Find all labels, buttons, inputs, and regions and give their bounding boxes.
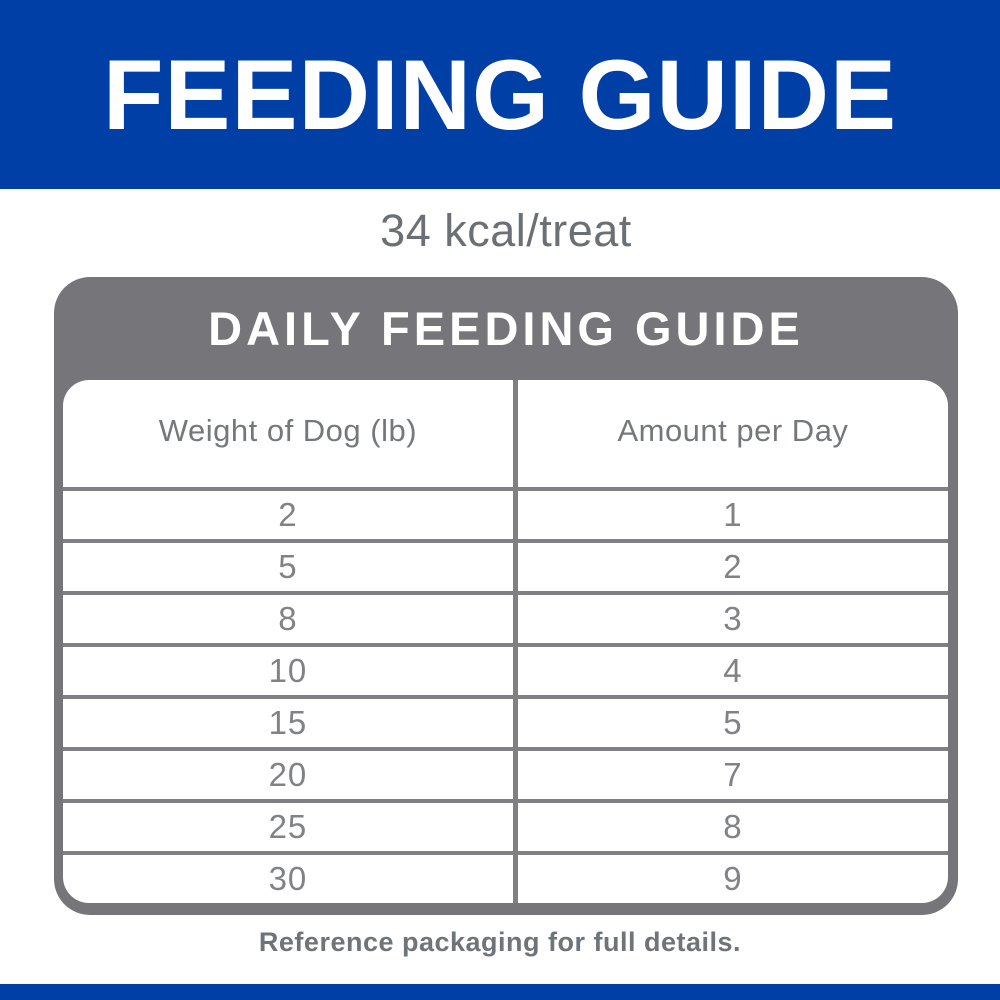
amount-cell: 2: [518, 543, 948, 591]
bottom-accent-bar: [0, 984, 1000, 1000]
table-header-row: Weight of Dog (lb) Amount per Day: [63, 380, 948, 487]
amount-cell: 1: [518, 491, 948, 539]
amount-value: 5: [723, 704, 743, 741]
table-row: 30 9: [63, 851, 948, 903]
amount-cell: 7: [518, 751, 948, 799]
table-row: 15 5: [63, 695, 948, 747]
weight-value: 5: [278, 548, 298, 585]
table-row: 2 1: [63, 487, 948, 539]
weight-value: 15: [268, 704, 308, 741]
kcal-per-treat-label: 34 kcal/treat: [380, 205, 632, 256]
amount-value: 9: [723, 860, 743, 897]
amount-cell: 4: [518, 647, 948, 695]
page-title: FEEDING GUIDE: [102, 39, 898, 150]
amount-value: 8: [723, 808, 743, 845]
weight-cell: 15: [63, 699, 518, 747]
weight-cell: 8: [63, 595, 518, 643]
weight-column-header-cell: Weight of Dog (lb): [63, 380, 518, 487]
amount-column-header-cell: Amount per Day: [518, 380, 948, 487]
weight-value: 8: [278, 600, 298, 637]
amount-value: 1: [723, 496, 743, 533]
weight-value: 20: [268, 756, 308, 793]
amount-value: 3: [723, 600, 743, 637]
table-row: 25 8: [63, 799, 948, 851]
weight-cell: 10: [63, 647, 518, 695]
amount-cell: 5: [518, 699, 948, 747]
weight-value: 30: [268, 860, 308, 897]
footnote: Reference packaging for full details.: [258, 927, 742, 957]
weight-value: 2: [278, 496, 298, 533]
table-row: 5 2: [63, 539, 948, 591]
weight-cell: 30: [63, 855, 518, 903]
card-title: DAILY FEEDING GUIDE: [208, 302, 804, 355]
weight-cell: 25: [63, 803, 518, 851]
table-row: 10 4: [63, 643, 948, 695]
weight-cell: 2: [63, 491, 518, 539]
amount-column-header: Amount per Day: [617, 412, 849, 448]
feeding-table: Weight of Dog (lb) Amount per Day 2 1 5: [63, 380, 948, 903]
amount-value: 4: [723, 652, 743, 689]
header-banner: FEEDING GUIDE: [0, 0, 1000, 189]
table-row: 20 7: [63, 747, 948, 799]
amount-cell: 3: [518, 595, 948, 643]
weight-cell: 5: [63, 543, 518, 591]
table-row: 8 3: [63, 591, 948, 643]
amount-value: 2: [723, 548, 743, 585]
amount-value: 7: [723, 756, 743, 793]
daily-feeding-guide-card: DAILY FEEDING GUIDE Weight of Dog (lb) A…: [54, 277, 958, 915]
weight-value: 10: [268, 652, 308, 689]
weight-cell: 20: [63, 751, 518, 799]
amount-cell: 8: [518, 803, 948, 851]
weight-value: 25: [268, 808, 308, 845]
weight-column-header: Weight of Dog (lb): [158, 412, 418, 448]
amount-cell: 9: [518, 855, 948, 903]
